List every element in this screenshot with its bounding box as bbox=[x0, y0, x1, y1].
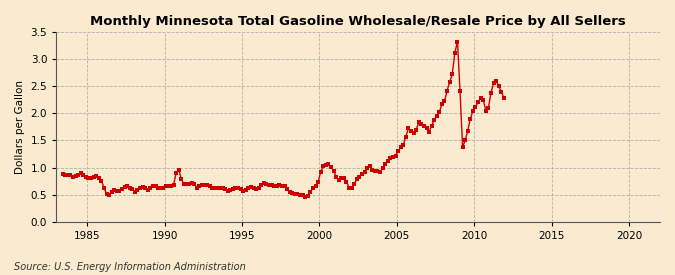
Title: Monthly Minnesota Total Gasoline Wholesale/Resale Price by All Sellers: Monthly Minnesota Total Gasoline Wholesa… bbox=[90, 15, 626, 28]
Text: Source: U.S. Energy Information Administration: Source: U.S. Energy Information Administ… bbox=[14, 262, 245, 272]
Y-axis label: Dollars per Gallon: Dollars per Gallon bbox=[15, 80, 25, 174]
